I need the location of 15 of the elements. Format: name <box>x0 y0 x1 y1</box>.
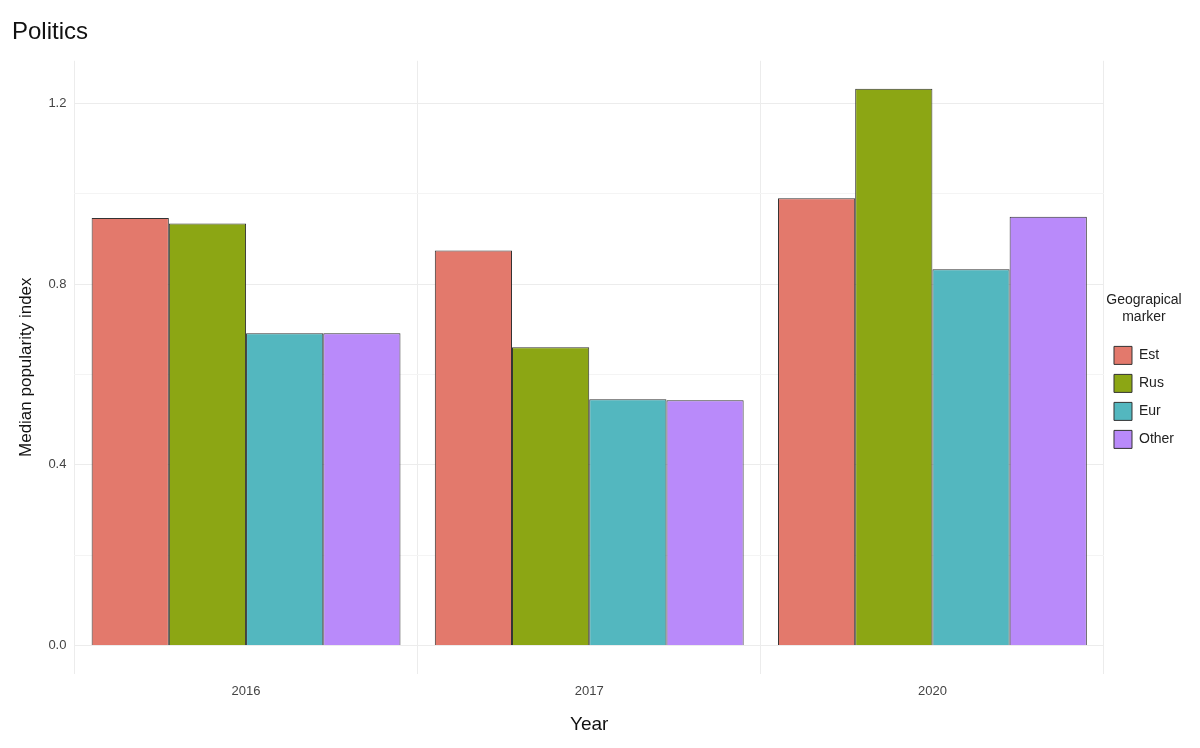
x-axis-title: Year <box>570 712 610 734</box>
y-axis-title: Median popularity index <box>15 276 35 457</box>
legend-label: Est <box>1138 346 1160 363</box>
legend-label: Eur <box>1138 402 1162 419</box>
chart-title: Politics <box>12 17 89 45</box>
x-tick-label: 2016 <box>231 682 261 698</box>
y-tick-label: 0.8 <box>48 275 67 291</box>
y-tick-label: 1.2 <box>48 94 67 110</box>
y-tick-label: 0.0 <box>48 637 67 653</box>
legend-label: Other <box>1138 430 1175 447</box>
y-tick-label: 0.4 <box>48 456 67 472</box>
x-tick-label: 2017 <box>574 682 604 698</box>
legend-label: Rus <box>1138 374 1164 391</box>
x-tick-label: 2020 <box>917 682 947 698</box>
legend-title: Geograpical marker <box>1106 291 1182 325</box>
